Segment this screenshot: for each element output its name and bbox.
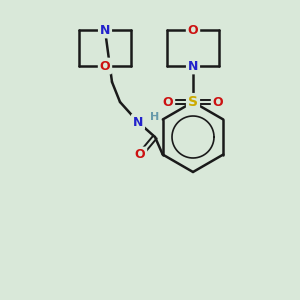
Text: N: N (188, 59, 198, 73)
Text: O: O (188, 23, 198, 37)
Text: O: O (213, 95, 223, 109)
Text: N: N (133, 116, 143, 128)
Text: O: O (100, 59, 110, 73)
Text: O: O (163, 95, 173, 109)
Text: H: H (150, 112, 160, 122)
Text: N: N (100, 23, 110, 37)
Text: S: S (188, 95, 198, 109)
Text: O: O (135, 148, 145, 161)
